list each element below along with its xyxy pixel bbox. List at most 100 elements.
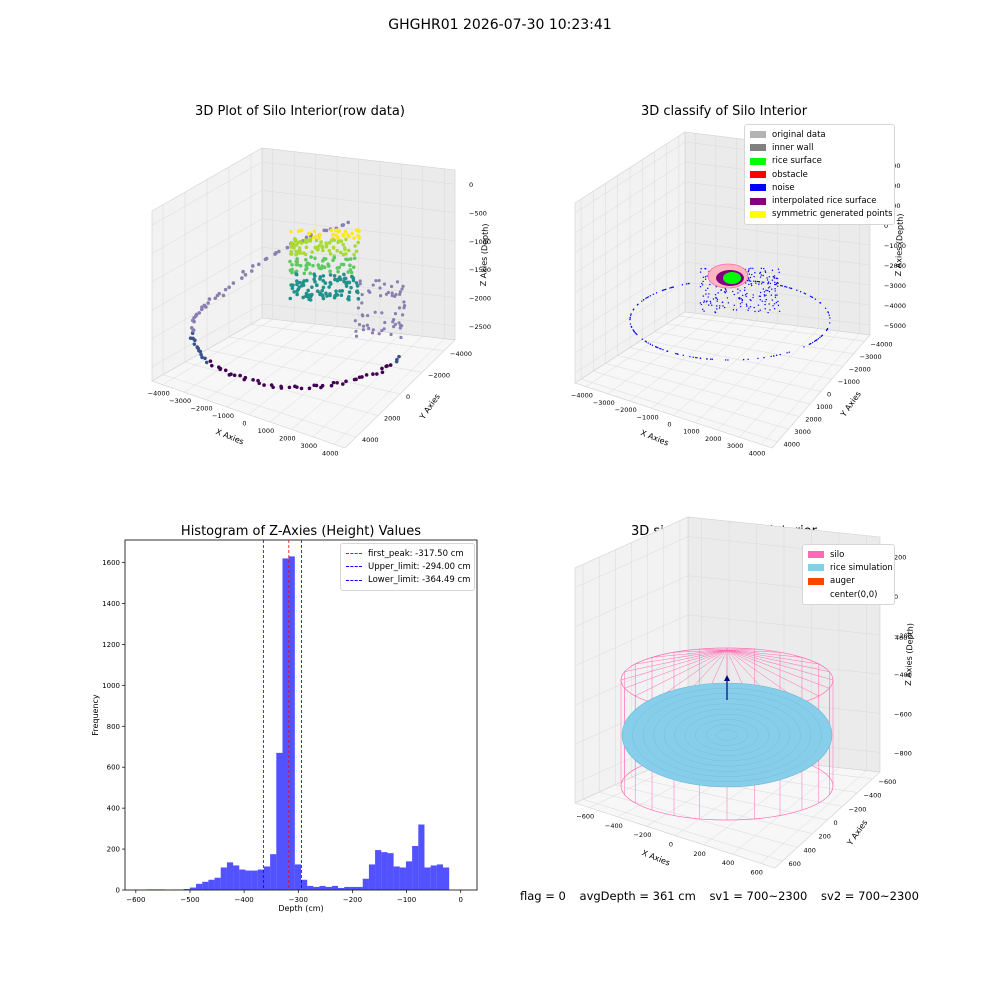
- noise-point: [811, 341, 814, 344]
- noise-point: [803, 292, 806, 294]
- x-tick-label: −3000: [593, 399, 615, 407]
- data-point: [297, 246, 302, 250]
- noise-point: [766, 277, 768, 279]
- noise-point: [652, 293, 654, 296]
- noise-point: [764, 270, 766, 272]
- noise-point: [644, 340, 647, 343]
- noise-point: [758, 295, 761, 297]
- silo-roof-strut: [726, 649, 830, 689]
- noise-point: [739, 290, 741, 292]
- data-point: [343, 229, 348, 234]
- data-point: [304, 263, 308, 268]
- data-point: [328, 280, 333, 285]
- y-tick-label: 1000: [102, 682, 120, 690]
- noise-point: [719, 305, 721, 307]
- noise-point: [753, 306, 755, 309]
- x-tick-label: −1000: [212, 412, 234, 420]
- noise-point: [741, 301, 743, 304]
- noise-point: [675, 352, 677, 355]
- data-point: [320, 288, 325, 293]
- noise-point: [712, 298, 715, 300]
- grid-line: [684, 301, 871, 326]
- legend-swatch: [750, 131, 766, 139]
- histogram-bar: [233, 865, 240, 890]
- data-point: [321, 296, 326, 301]
- grid-line: [678, 315, 865, 342]
- noise-point: [725, 290, 728, 292]
- classify-plot-title: 3D classify of Silo Interior: [640, 104, 808, 119]
- data-point: [294, 262, 299, 267]
- noise-point: [780, 284, 782, 287]
- grid-line: [574, 653, 689, 706]
- data-point: [197, 311, 202, 315]
- data-point: [312, 277, 316, 282]
- data-point: [331, 238, 336, 242]
- y-tick-label: −2000: [428, 371, 450, 379]
- grid-line: [666, 323, 854, 355]
- histogram-bar: [375, 850, 382, 890]
- data-point: [393, 294, 397, 298]
- noise-point: [740, 298, 742, 300]
- data-point: [257, 381, 262, 386]
- data-point: [402, 300, 406, 304]
- data-point: [319, 240, 323, 245]
- noise-point: [704, 278, 707, 280]
- noise-point: [788, 287, 791, 289]
- simulation-legend: silo rice simulation auger center(0,0): [802, 544, 895, 606]
- noise-point: [706, 300, 708, 302]
- data-point: [316, 263, 321, 267]
- noise-point: [737, 288, 739, 290]
- noise-point: [758, 283, 760, 285]
- noise-point: [759, 291, 762, 294]
- data-point: [301, 251, 306, 256]
- histogram-bar: [189, 887, 197, 890]
- data-point: [357, 375, 362, 380]
- data-point: [305, 238, 310, 243]
- legend-item: symmetric generated points: [750, 208, 893, 221]
- legend-item: Lower_limit: -364.49 cm: [346, 574, 470, 587]
- y-tick-label: 3000: [794, 428, 811, 436]
- legend-line: [346, 579, 362, 581]
- noise-point: [827, 311, 829, 313]
- noise-point: [747, 309, 749, 311]
- z-axis-label: Z Axies (Depth): [479, 223, 490, 286]
- y-axis-label: Y Axies: [838, 390, 863, 420]
- x-tick-label: −200: [343, 896, 362, 904]
- data-point: [296, 229, 301, 233]
- data-point: [292, 290, 296, 294]
- noise-point: [751, 273, 753, 276]
- noise-point: [820, 335, 823, 337]
- data-point: [200, 355, 204, 360]
- noise-point: [756, 280, 759, 283]
- noise-point: [722, 305, 724, 307]
- rice-mesh: [684, 714, 770, 756]
- noise-point: [709, 358, 712, 360]
- noise-point: [770, 355, 772, 358]
- data-point: [289, 252, 293, 256]
- y-tick-label: −3000: [860, 353, 882, 361]
- histogram-bar: [350, 886, 357, 890]
- data-point: [336, 240, 340, 245]
- rice-mesh: [705, 724, 749, 746]
- data-point: [227, 285, 231, 290]
- noise-point: [711, 304, 713, 306]
- data-point: [262, 383, 266, 387]
- grid-line: [151, 218, 263, 283]
- data-point: [291, 283, 295, 287]
- data-point: [351, 278, 356, 283]
- grid-line: [574, 161, 686, 234]
- noise-point: [753, 280, 755, 282]
- data-point: [288, 296, 293, 301]
- histogram-bar: [418, 824, 425, 890]
- histogram-bar: [146, 889, 153, 890]
- histogram-bar: [313, 886, 320, 890]
- noise-point: [776, 281, 779, 284]
- data-point: [321, 265, 325, 270]
- data-point: [341, 252, 346, 257]
- y-tick-label: 600: [107, 764, 120, 772]
- silo-roof-strut: [624, 649, 728, 689]
- noise-point: [773, 277, 775, 279]
- noise-point: [745, 295, 747, 298]
- x-tick-label: −500: [180, 896, 199, 904]
- data-point: [342, 279, 346, 284]
